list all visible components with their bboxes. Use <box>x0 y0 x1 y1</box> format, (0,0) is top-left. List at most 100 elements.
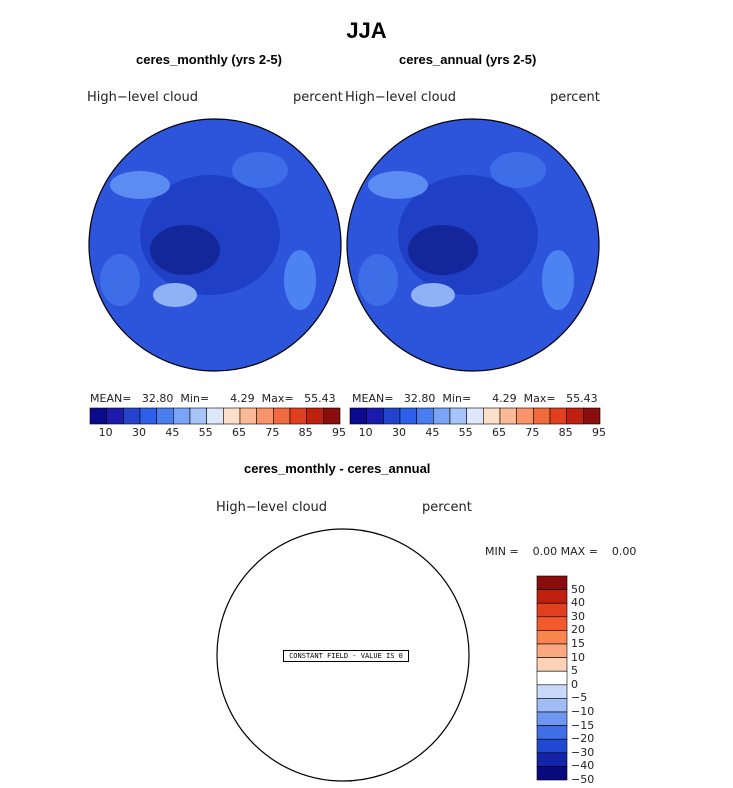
panel2-colorbar-cell <box>466 407 484 425</box>
panel1-max-value: 55.43 <box>304 392 336 405</box>
panel1-colorbar-cell <box>306 407 324 425</box>
panel2-colorbar-cell <box>499 407 517 425</box>
panel2-colorbar-label: 30 <box>392 426 406 439</box>
diff-colorbar-cell <box>536 616 568 631</box>
panel1-mean-label: MEAN= <box>90 392 132 405</box>
panel2-colorbar-cell <box>549 407 567 425</box>
panel2-colorbar-label: 65 <box>492 426 506 439</box>
diff-colorbar-cell <box>536 711 568 726</box>
diff-colorbar-cell <box>536 670 568 686</box>
panel2-colorbar <box>349 407 601 425</box>
diff-colorbar-label: 30 <box>571 609 585 623</box>
diff-colorbar-cell <box>536 752 568 767</box>
diff-subtitle: ceres_monthly - ceres_annual <box>244 461 431 476</box>
panel2-colorbar-cell <box>483 407 501 425</box>
diff-colorbar-cell <box>536 630 568 645</box>
panel2-colorbar-cell <box>366 407 384 425</box>
diff-colorbar-label: 20 <box>571 623 585 637</box>
constant-field-note: CONSTANT FIELD - VALUE IS 0 <box>283 650 409 662</box>
diff-colorbar-cell <box>536 657 568 672</box>
panel2-max-value: 55.43 <box>566 392 598 405</box>
panel1-colorbar-label: 45 <box>165 426 180 439</box>
figure-title: JJA <box>346 18 387 43</box>
diff-colorbar-label: −30 <box>571 745 595 759</box>
diff-colorbar-label: −15 <box>571 718 595 732</box>
diff-colorbar-cell <box>536 738 568 754</box>
panel1-colorbar-cell <box>139 407 157 425</box>
panel2-subtitle: ceres_annual (yrs 2-5) <box>399 52 537 67</box>
panel1-colorbar-label: 10 <box>98 426 113 439</box>
diff-colorbar-label: −5 <box>571 691 588 705</box>
panel2-colorbar-cell <box>433 407 451 425</box>
diff-colorbar <box>536 575 568 781</box>
panel1-colorbar-label: 65 <box>232 426 246 439</box>
diff-colorbar-cell <box>536 602 568 618</box>
diff-colorbar-label: 15 <box>571 637 585 650</box>
diff-colorbar-cell <box>536 575 568 590</box>
diff-colorbar-label: −20 <box>571 732 595 746</box>
panel1-colorbar-cell <box>256 407 274 425</box>
panel1-colorbar-label: 55 <box>198 426 213 439</box>
panel2-colorbar-label: 10 <box>358 426 373 439</box>
panel1-map <box>88 118 342 372</box>
panel2-min-label: Min= <box>442 392 472 405</box>
diff-colorbar-label: 5 <box>571 664 578 678</box>
panel2-variable-label: High−level cloud <box>345 90 457 105</box>
diff-colorbar-cell <box>536 766 568 781</box>
diff-colorbar-label: −10 <box>571 705 595 718</box>
diff-colorbar-label: −40 <box>571 759 595 773</box>
diff-colorbar-cell <box>536 643 568 658</box>
panel2-colorbar-cell <box>449 407 467 425</box>
panel1-colorbar-cell <box>89 407 107 425</box>
panel2-colorbar-label: 95 <box>592 426 606 439</box>
panel1-colorbar-label: 95 <box>332 426 346 439</box>
panel1-mean-value: 32.80 <box>141 392 174 405</box>
panel1-colorbar-label: 30 <box>132 426 146 439</box>
panel2-map <box>346 118 600 372</box>
panel2-colorbar-label: 85 <box>558 426 573 439</box>
diff-colorbar-label: 0 <box>571 677 578 691</box>
diff-colorbar-label: 50 <box>571 582 585 596</box>
panel2-colorbar-cell <box>383 407 401 425</box>
panel2-stats: MEAN= 32.80 Min= 4.29 Max= 55.43 <box>352 392 598 405</box>
panel1-colorbar-cell <box>289 407 307 425</box>
diff-colorbar-label: 40 <box>571 596 585 610</box>
panel2-colorbar-label: 45 <box>425 426 440 439</box>
panel1-colorbar <box>89 407 341 425</box>
panel2-colorbar-cell <box>533 407 551 425</box>
diff-colorbar-cell <box>536 725 568 740</box>
panel2-max-label: Max= <box>523 392 556 405</box>
panel2-colorbar-label: 75 <box>525 426 540 439</box>
diff-units-label: percent <box>422 500 472 515</box>
diff-colorbar-cell <box>536 684 568 699</box>
panel1-min-label: Min= <box>180 392 210 405</box>
diff-stats: MIN = 0.00 MAX = 0.00 <box>485 545 637 558</box>
panel2-colorbar-cell <box>399 407 417 425</box>
diff-variable-label: High−level cloud <box>216 500 328 515</box>
panel1-colorbar-cell <box>106 407 124 425</box>
panel2-colorbar-cell <box>416 407 434 425</box>
diff-colorbar-cell <box>536 589 568 604</box>
panel1-stats: MEAN= 32.80 Min= 4.29 Max= 55.43 <box>90 392 336 405</box>
panel2-colorbar-cell <box>566 407 584 425</box>
panel2-colorbar-cell <box>516 407 534 425</box>
diff-colorbar-label: 10 <box>571 650 585 664</box>
panel1-subtitle: ceres_monthly (yrs 2-5) <box>136 52 282 67</box>
panel1-colorbar-cell <box>123 407 141 425</box>
panel1-min-value: 4.29 <box>230 392 255 405</box>
panel2-colorbar-cell <box>583 407 601 425</box>
diff-colorbar-label: −50 <box>571 773 595 786</box>
panel1-colorbar-cell <box>239 407 257 425</box>
panel2-mean-label: MEAN= <box>352 392 394 405</box>
panel1-colorbar-cell <box>156 407 174 425</box>
panel1-max-label: Max= <box>261 392 294 405</box>
panel1-colorbar-cell <box>189 407 207 425</box>
panel1-colorbar-cell <box>273 407 291 425</box>
panel2-colorbar-cell <box>349 407 367 425</box>
diff-colorbar-cell <box>536 698 568 713</box>
panel1-colorbar-cell <box>323 407 341 425</box>
panel1-variable-label: High−level cloud <box>87 90 199 105</box>
panel2-min-value: 4.29 <box>492 392 517 405</box>
panel1-colorbar-label: 85 <box>298 426 313 439</box>
panel2-colorbar-label: 55 <box>458 426 473 439</box>
